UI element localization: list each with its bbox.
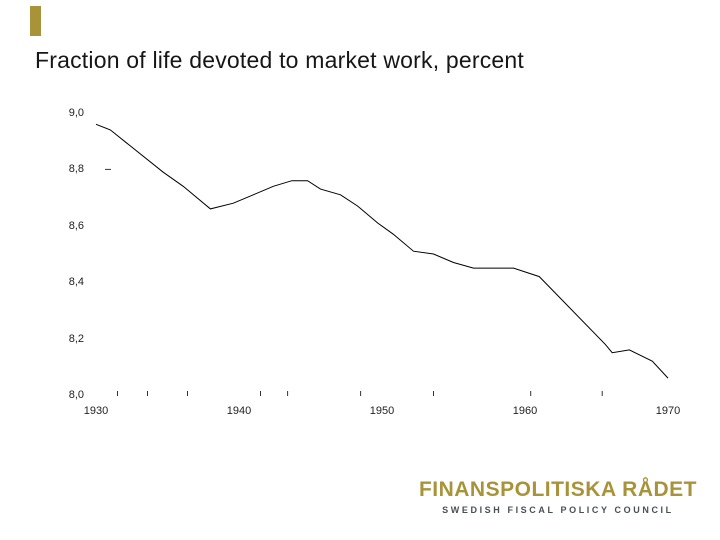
- y-axis-label: 8,8: [68, 163, 84, 176]
- page-title: Fraction of life devoted to market work,…: [35, 47, 524, 73]
- y-axis-label: 8,2: [68, 332, 84, 345]
- x-axis-label: 1970: [655, 405, 681, 417]
- x-axis-label: 1960: [512, 405, 538, 417]
- logo: FINANSPOLITISKA RÅDET SWEDISH FISCAL POL…: [419, 478, 697, 515]
- logo-subtitle: SWEDISH FISCAL POLICY COUNCIL: [442, 505, 674, 515]
- y-axis-label: 8,0: [68, 389, 84, 401]
- x-axis-label: 1940: [226, 405, 252, 417]
- y-axis-label: 8,6: [68, 219, 84, 232]
- x-axis-label: 1950: [369, 405, 395, 417]
- y-axis-label: 9,0: [68, 107, 84, 119]
- logo-title: FINANSPOLITISKA RÅDET: [418, 478, 697, 501]
- y-axis-label: 8,4: [68, 276, 84, 289]
- data-line: [95, 123, 669, 379]
- accent-bar: [30, 6, 41, 36]
- x-axis-label: 1930: [83, 405, 109, 417]
